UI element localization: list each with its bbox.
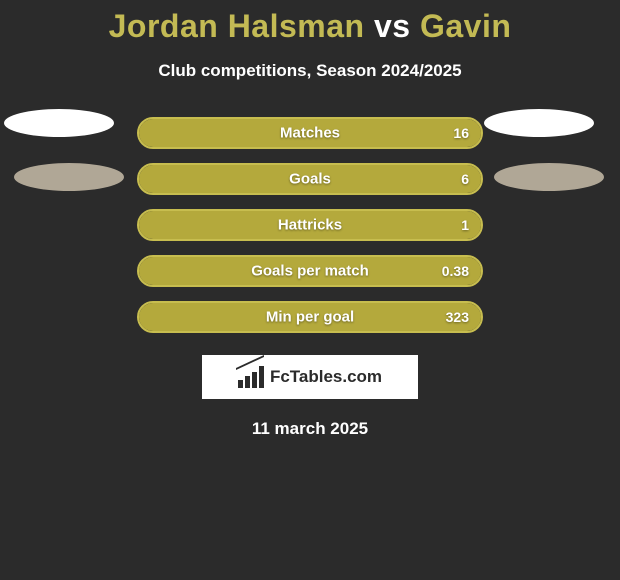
stat-label: Hattricks [278, 217, 342, 234]
player1-name: Jordan Halsman [109, 8, 365, 44]
stat-value: 0.38 [442, 263, 469, 279]
subtitle: Club competitions, Season 2024/2025 [0, 61, 620, 81]
stat-row: Goals 6 [137, 163, 483, 195]
player2-name: Gavin [420, 8, 511, 44]
chart-area: Matches 16 Goals 6 Hattricks 1 Goals per match… [0, 117, 620, 333]
stat-label: Goals per match [251, 263, 369, 280]
date-label: 11 march 2025 [0, 419, 620, 439]
title-vs: vs [365, 8, 420, 44]
stat-row: Goals per match 0.38 [137, 255, 483, 287]
oval-top-right [484, 109, 594, 137]
stat-value: 6 [461, 171, 469, 187]
stat-value: 1 [461, 217, 469, 233]
stat-row: Hattricks 1 [137, 209, 483, 241]
stat-row: Matches 16 [137, 117, 483, 149]
oval-mid-right [494, 163, 604, 191]
stat-row: Min per goal 323 [137, 301, 483, 333]
stat-value: 16 [453, 125, 469, 141]
stat-label: Matches [280, 125, 340, 142]
oval-mid-left [14, 163, 124, 191]
page-title: Jordan Halsman vs Gavin [0, 8, 620, 45]
bar-chart-icon [238, 366, 264, 388]
stat-value: 323 [446, 309, 469, 325]
stat-rows: Matches 16 Goals 6 Hattricks 1 Goals per match… [137, 117, 483, 333]
stat-label: Goals [289, 171, 331, 188]
brand-box: FcTables.com [202, 355, 418, 399]
brand-text: FcTables.com [270, 367, 382, 387]
infographic-root: Jordan Halsman vs Gavin Club competition… [0, 0, 620, 439]
stat-label: Min per goal [266, 309, 354, 326]
oval-top-left [4, 109, 114, 137]
